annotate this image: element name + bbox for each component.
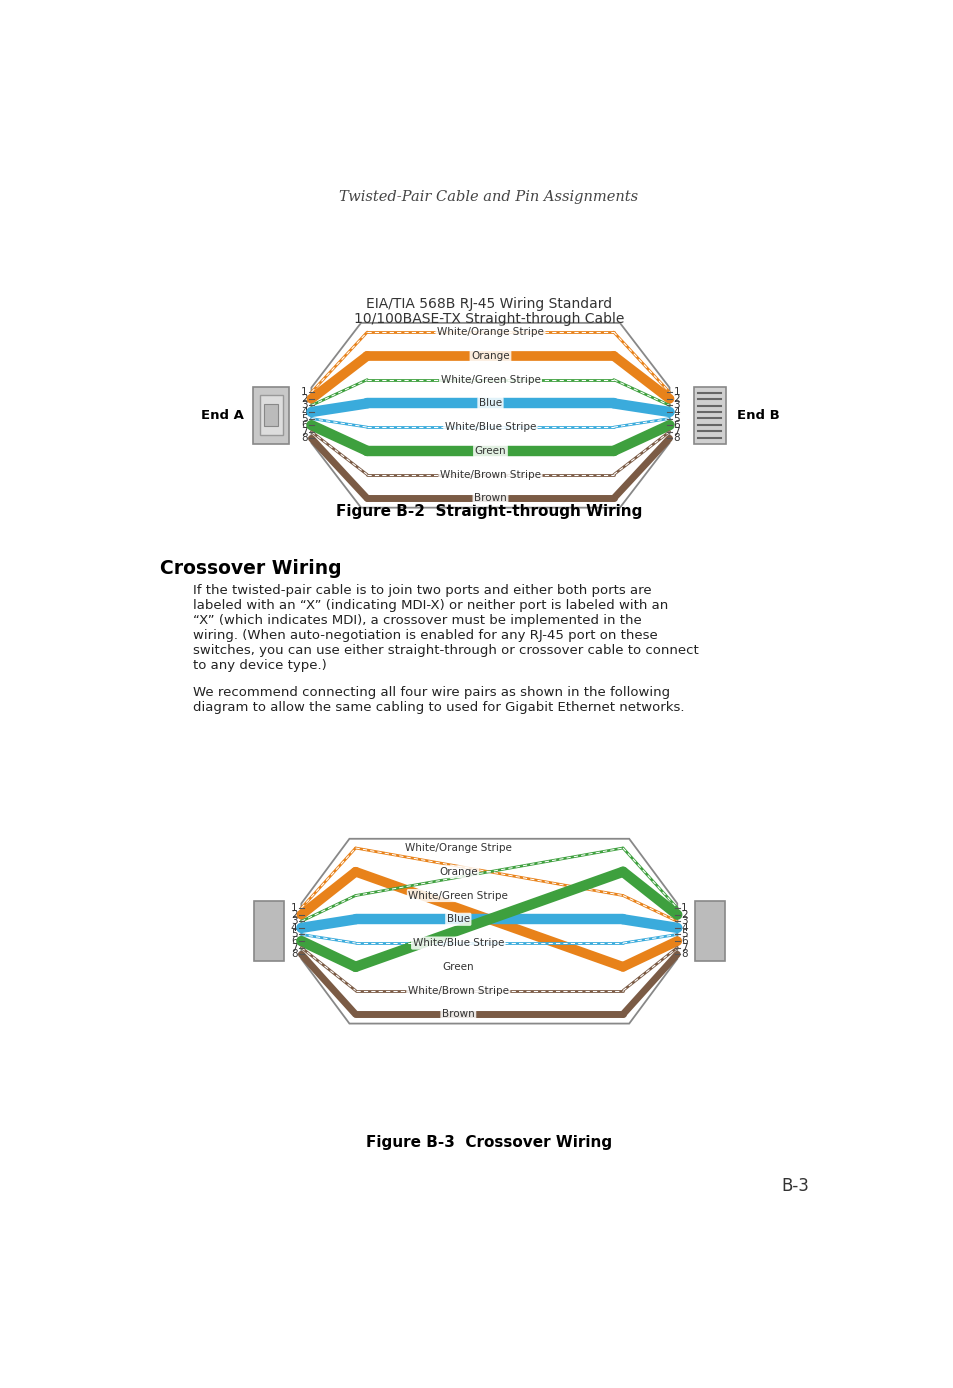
Text: 2: 2 xyxy=(300,394,307,404)
Text: 7: 7 xyxy=(300,426,307,437)
Text: 10/100BASE-TX Straight-through Cable: 10/100BASE-TX Straight-through Cable xyxy=(354,312,623,326)
Text: switches, you can use either straight-through or crossover cable to connect: switches, you can use either straight-th… xyxy=(193,644,698,657)
Text: White/Blue Stripe: White/Blue Stripe xyxy=(413,938,503,948)
Text: Blue: Blue xyxy=(446,915,470,924)
Text: “X” (which indicates MDI), a crossover must be implemented in the: “X” (which indicates MDI), a crossover m… xyxy=(193,613,641,627)
Text: White/Orange Stripe: White/Orange Stripe xyxy=(436,328,543,337)
Text: diagram to allow the same cabling to used for Gigabit Ethernet networks.: diagram to allow the same cabling to use… xyxy=(193,701,683,715)
Text: White/Blue Stripe: White/Blue Stripe xyxy=(444,422,536,432)
Text: Crossover Wiring: Crossover Wiring xyxy=(159,559,341,579)
Text: 8: 8 xyxy=(300,433,307,443)
Text: 1: 1 xyxy=(300,387,307,397)
Text: wiring. (When auto-negotiation is enabled for any RJ-45 port on these: wiring. (When auto-negotiation is enable… xyxy=(193,629,657,641)
Text: 4: 4 xyxy=(680,923,687,933)
Text: 1: 1 xyxy=(291,904,297,913)
Text: 4: 4 xyxy=(300,407,307,416)
Text: B-3: B-3 xyxy=(781,1177,808,1195)
Text: 7: 7 xyxy=(291,942,297,952)
Text: 2: 2 xyxy=(291,909,297,920)
Text: 6: 6 xyxy=(300,421,307,430)
Text: Orange: Orange xyxy=(471,351,509,361)
Text: 5: 5 xyxy=(680,930,687,940)
Bar xyxy=(253,387,289,444)
Text: 2: 2 xyxy=(680,909,687,920)
Text: Figure B-3  Crossover Wiring: Figure B-3 Crossover Wiring xyxy=(366,1135,611,1151)
Text: 7: 7 xyxy=(680,942,687,952)
Text: 8: 8 xyxy=(673,433,679,443)
Text: White/Green Stripe: White/Green Stripe xyxy=(408,891,508,901)
Text: White/Orange Stripe: White/Orange Stripe xyxy=(404,843,511,854)
Bar xyxy=(693,387,725,444)
Text: 8: 8 xyxy=(291,949,297,959)
Text: White/Brown Stripe: White/Brown Stripe xyxy=(439,469,540,480)
Bar xyxy=(264,404,278,426)
Text: 7: 7 xyxy=(673,426,679,437)
Text: 3: 3 xyxy=(680,916,687,926)
Text: 5: 5 xyxy=(300,414,307,423)
Text: End A: End A xyxy=(201,409,244,422)
Text: Figure B-2  Straight-through Wiring: Figure B-2 Straight-through Wiring xyxy=(335,504,641,519)
Text: Brown: Brown xyxy=(474,493,506,504)
Text: 6: 6 xyxy=(291,936,297,947)
Text: Orange: Orange xyxy=(438,866,477,877)
Text: White/Brown Stripe: White/Brown Stripe xyxy=(407,985,508,995)
Text: 6: 6 xyxy=(680,936,687,947)
Text: 1: 1 xyxy=(673,387,679,397)
Text: Blue: Blue xyxy=(478,398,501,408)
Text: Twisted-Pair Cable and Pin Assignments: Twisted-Pair Cable and Pin Assignments xyxy=(339,190,638,204)
Text: Green: Green xyxy=(475,446,506,455)
Text: Brown: Brown xyxy=(441,1009,475,1019)
Text: If the twisted-pair cable is to join two ports and either both ports are: If the twisted-pair cable is to join two… xyxy=(193,584,651,597)
Text: 2: 2 xyxy=(673,394,679,404)
Text: 4: 4 xyxy=(291,923,297,933)
Text: End B: End B xyxy=(737,409,780,422)
Text: 5: 5 xyxy=(291,930,297,940)
Text: Green: Green xyxy=(442,962,474,972)
Text: to any device type.): to any device type.) xyxy=(193,659,326,672)
Bar xyxy=(253,901,283,962)
Text: EIA/TIA 568B RJ-45 Wiring Standard: EIA/TIA 568B RJ-45 Wiring Standard xyxy=(366,297,611,311)
Text: 3: 3 xyxy=(291,916,297,926)
Text: 4: 4 xyxy=(673,407,679,416)
Bar xyxy=(259,396,282,436)
Text: 6: 6 xyxy=(673,421,679,430)
Text: White/Green Stripe: White/Green Stripe xyxy=(440,375,539,384)
Text: 5: 5 xyxy=(673,414,679,423)
Text: We recommend connecting all four wire pairs as shown in the following: We recommend connecting all four wire pa… xyxy=(193,686,669,700)
Text: 3: 3 xyxy=(673,400,679,411)
Text: 8: 8 xyxy=(680,949,687,959)
Text: 3: 3 xyxy=(300,400,307,411)
Text: labeled with an “X” (indicating MDI-X) or neither port is labeled with an: labeled with an “X” (indicating MDI-X) o… xyxy=(193,598,667,612)
Text: 1: 1 xyxy=(680,904,687,913)
Bar xyxy=(695,901,723,962)
